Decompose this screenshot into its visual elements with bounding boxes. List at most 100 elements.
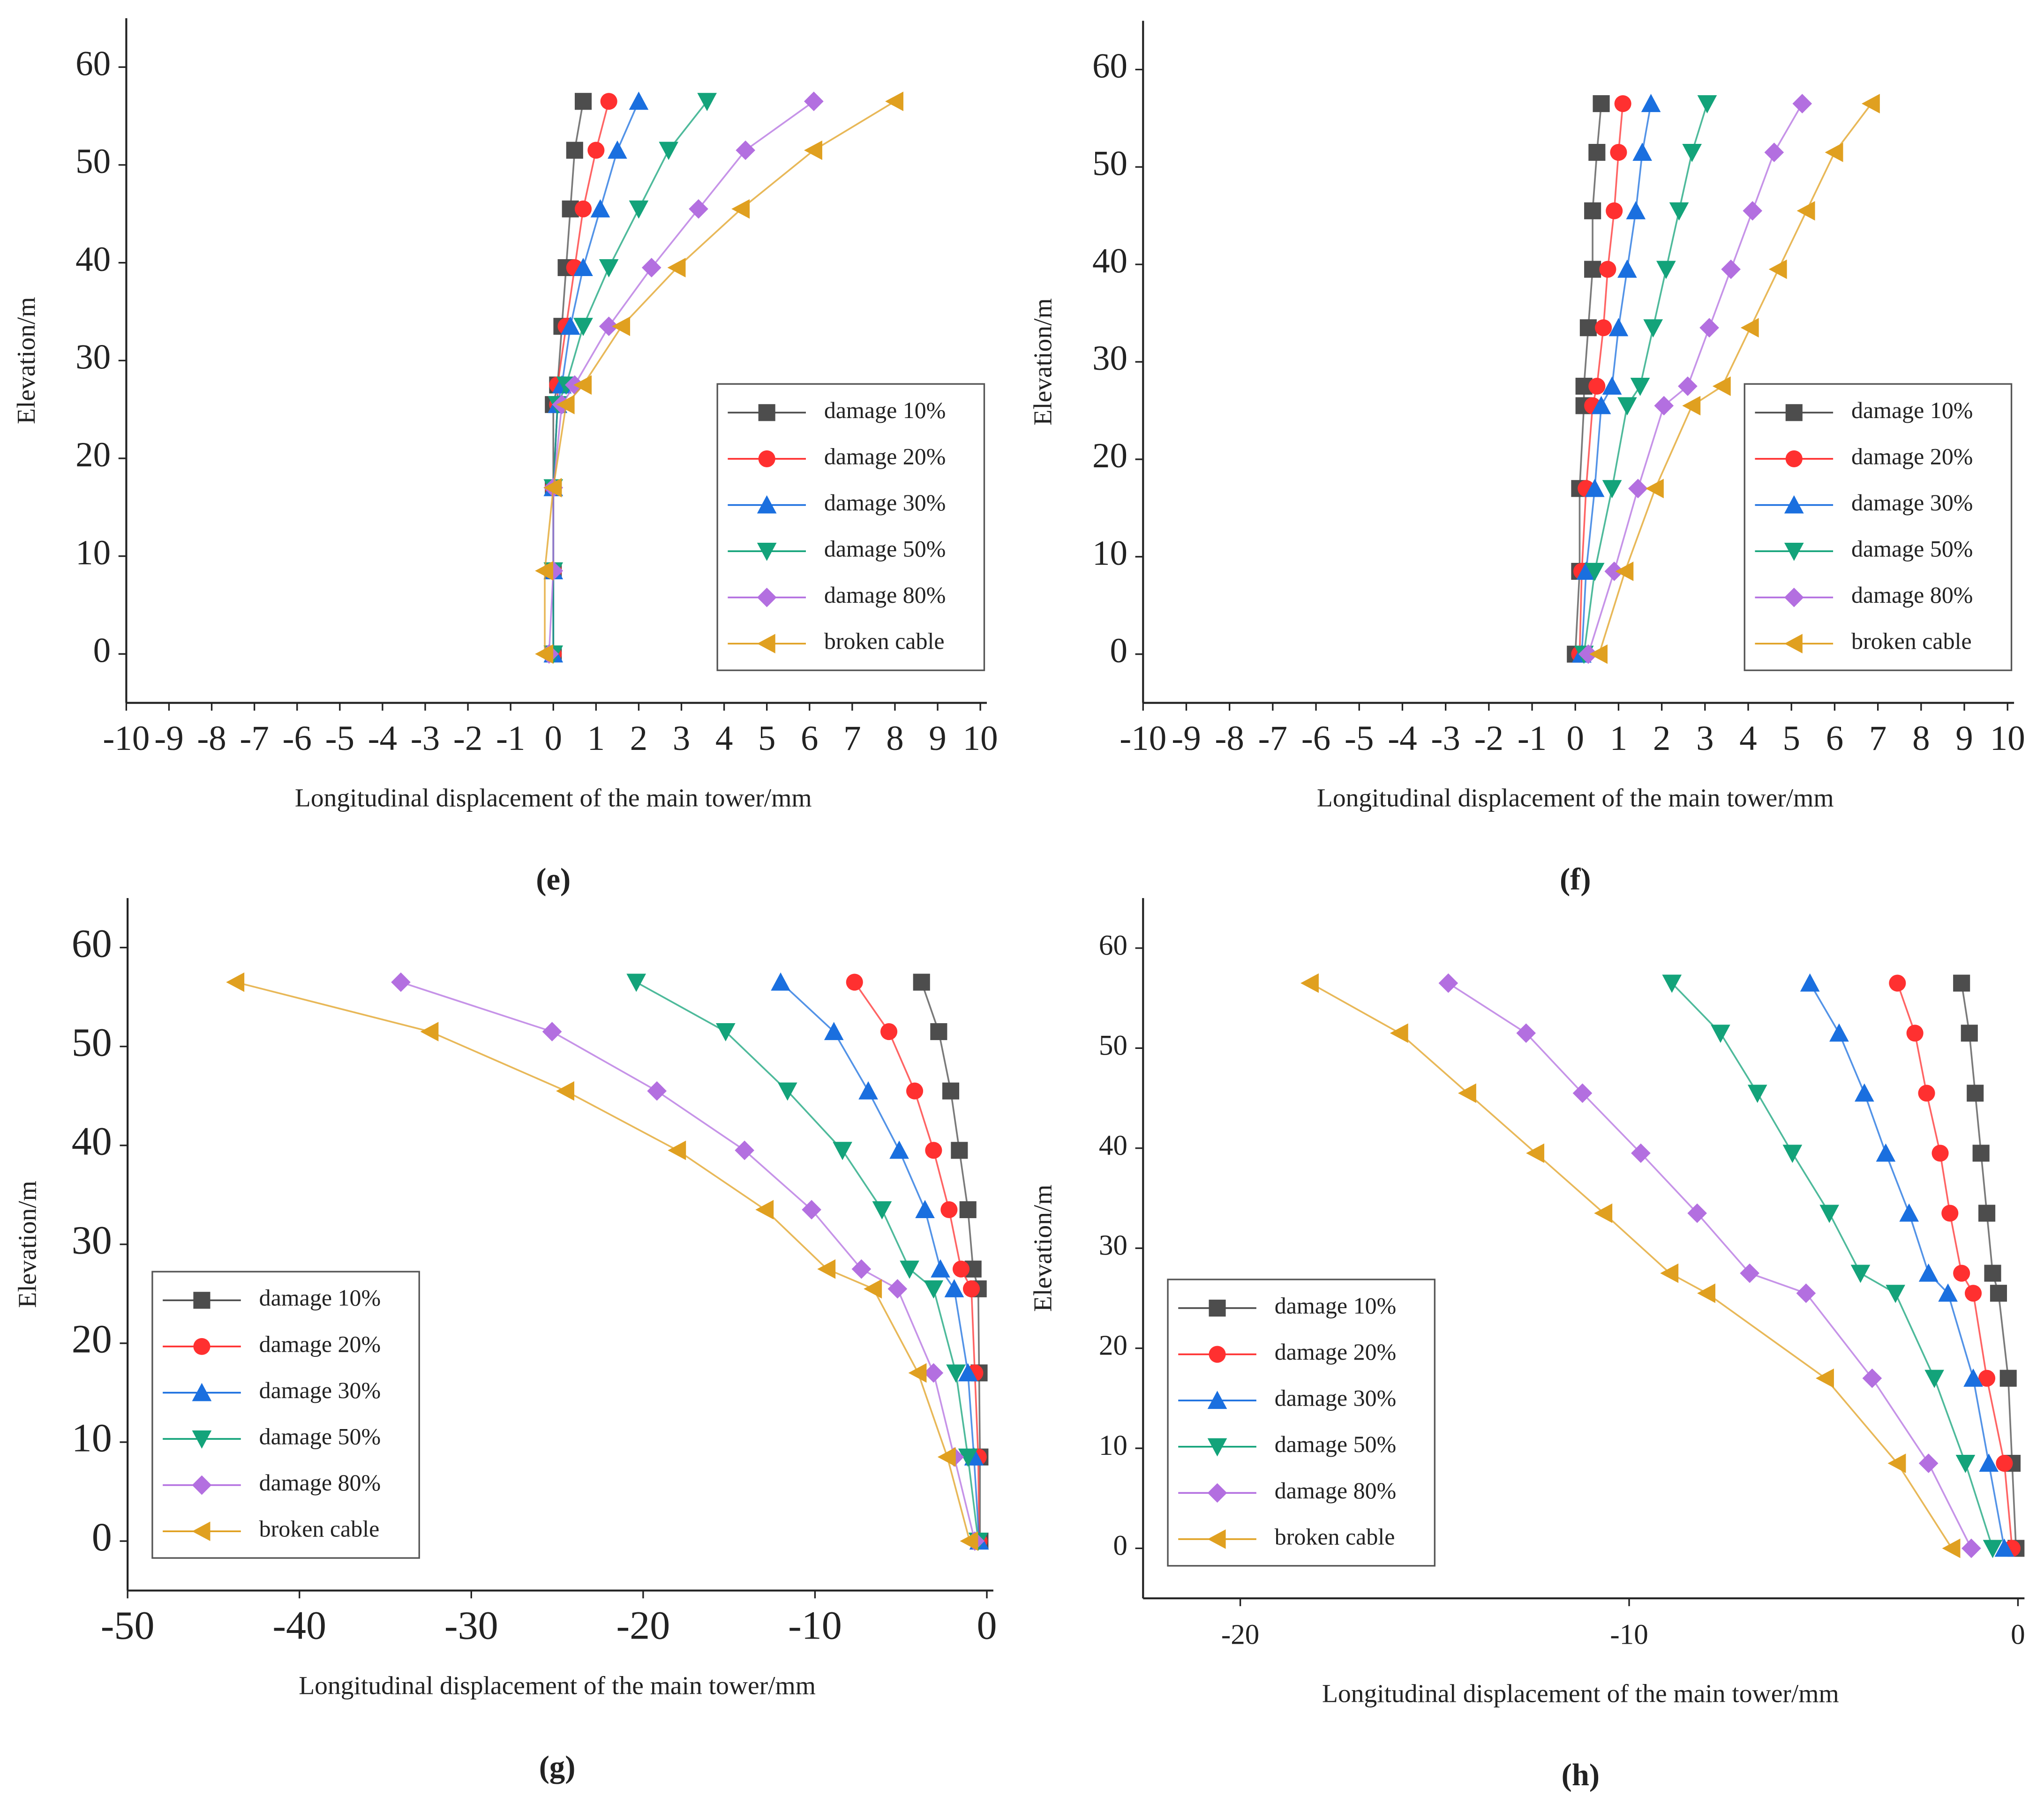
marker bbox=[1588, 377, 1606, 395]
legend-label: damage 10% bbox=[1275, 1292, 1396, 1318]
legend-marker bbox=[192, 1430, 212, 1449]
y-axis-title: Elevation/m bbox=[1029, 298, 1058, 425]
marker bbox=[626, 973, 646, 992]
marker bbox=[1602, 480, 1622, 499]
marker bbox=[1721, 259, 1741, 279]
marker bbox=[1593, 95, 1610, 112]
panel-label: (g) bbox=[539, 1750, 576, 1784]
legend-marker bbox=[1784, 543, 1804, 561]
marker bbox=[535, 644, 554, 664]
marker bbox=[560, 316, 580, 335]
marker bbox=[573, 258, 593, 277]
marker bbox=[1816, 1368, 1834, 1388]
marker bbox=[1876, 1143, 1896, 1162]
marker bbox=[226, 972, 245, 992]
marker bbox=[1588, 144, 1606, 161]
x-tick-label: 0 bbox=[2011, 1619, 2025, 1651]
y-tick-label: 30 bbox=[75, 337, 111, 376]
marker bbox=[1990, 1285, 2007, 1302]
x-tick-label: 4 bbox=[1739, 719, 1757, 758]
marker bbox=[1662, 974, 1682, 993]
y-tick-label: 60 bbox=[72, 921, 112, 966]
series-line bbox=[780, 981, 980, 1542]
marker bbox=[1697, 95, 1717, 113]
marker bbox=[1887, 1453, 1906, 1473]
legend-marker bbox=[758, 450, 775, 467]
legend-box bbox=[716, 383, 985, 671]
marker bbox=[391, 972, 411, 992]
marker bbox=[736, 140, 755, 160]
marker bbox=[1899, 1203, 1919, 1222]
x-tick-label: -50 bbox=[101, 1603, 155, 1648]
x-tick-label: 1 bbox=[587, 719, 605, 758]
marker bbox=[641, 258, 661, 277]
marker bbox=[556, 1081, 574, 1101]
x-tick-label: -9 bbox=[154, 719, 183, 758]
x-tick-label: 2 bbox=[1653, 719, 1670, 758]
marker bbox=[817, 1259, 836, 1279]
marker bbox=[1941, 1205, 1959, 1222]
legend: damage 10% damage 20% damage 30% damage 50%… bbox=[151, 1271, 420, 1559]
marker bbox=[1768, 259, 1787, 279]
y-tick-label: 40 bbox=[1099, 1130, 1127, 1161]
y-tick-label: 60 bbox=[1099, 930, 1127, 961]
marker bbox=[777, 1082, 797, 1101]
y-tick-label: 0 bbox=[93, 631, 111, 670]
marker bbox=[924, 1280, 944, 1299]
marker bbox=[931, 1259, 950, 1278]
series-line bbox=[1809, 982, 2006, 1549]
x-tick-label: 4 bbox=[715, 719, 733, 758]
marker bbox=[1678, 376, 1698, 396]
marker bbox=[1589, 644, 1608, 664]
marker bbox=[1584, 202, 1601, 219]
marker bbox=[958, 1448, 978, 1467]
marker bbox=[1585, 479, 1605, 497]
marker bbox=[1967, 1085, 1984, 1102]
x-tick-label: -4 bbox=[1388, 719, 1417, 758]
marker bbox=[755, 1200, 774, 1220]
marker bbox=[599, 259, 619, 277]
marker bbox=[1955, 1455, 1976, 1473]
y-tick-label: 20 bbox=[75, 435, 111, 474]
y-tick-label: 30 bbox=[1092, 339, 1127, 378]
marker bbox=[1983, 1540, 2003, 1558]
x-tick-label: -20 bbox=[1221, 1619, 1259, 1651]
marker bbox=[1984, 1265, 2001, 1282]
y-tick-label: 20 bbox=[1092, 436, 1127, 475]
marker bbox=[1579, 319, 1597, 337]
legend-marker bbox=[192, 1475, 212, 1495]
marker bbox=[804, 140, 822, 160]
y-axis-title: Elevation/m bbox=[12, 297, 41, 424]
marker bbox=[1632, 142, 1652, 161]
marker bbox=[1438, 973, 1458, 993]
marker bbox=[940, 1201, 958, 1219]
marker bbox=[1825, 142, 1843, 162]
marker bbox=[1961, 1538, 1981, 1558]
legend-label: damage 20% bbox=[1851, 443, 1973, 469]
marker bbox=[864, 1279, 882, 1299]
marker bbox=[1697, 1283, 1715, 1303]
y-tick-label: 30 bbox=[72, 1218, 112, 1263]
marker bbox=[599, 316, 619, 337]
x-tick-label: -2 bbox=[1474, 719, 1503, 758]
x-tick-label: -10 bbox=[1120, 719, 1166, 758]
x-tick-label: 0 bbox=[545, 719, 562, 758]
legend: damage 10% damage 20% damage 30% damage 50%… bbox=[716, 383, 985, 671]
x-tick-label: -4 bbox=[368, 719, 397, 758]
marker bbox=[1999, 1370, 2017, 1387]
x-tick-label: 1 bbox=[1610, 719, 1627, 758]
marker bbox=[1978, 1205, 1996, 1222]
series-line bbox=[1671, 982, 1994, 1549]
y-tick-label: 50 bbox=[1099, 1030, 1127, 1061]
x-tick-label: -3 bbox=[411, 719, 440, 758]
x-axis-title: Longitudinal displacement of the main to… bbox=[295, 784, 812, 813]
marker bbox=[1711, 1025, 1730, 1043]
x-tick-label: 2 bbox=[630, 719, 647, 758]
marker bbox=[697, 93, 717, 112]
x-tick-label: -8 bbox=[1215, 719, 1244, 758]
x-tick-label: 5 bbox=[1782, 719, 1800, 758]
x-tick-label: -10 bbox=[788, 1603, 842, 1648]
marker bbox=[925, 1142, 942, 1159]
legend-label: damage 30% bbox=[1275, 1385, 1396, 1411]
